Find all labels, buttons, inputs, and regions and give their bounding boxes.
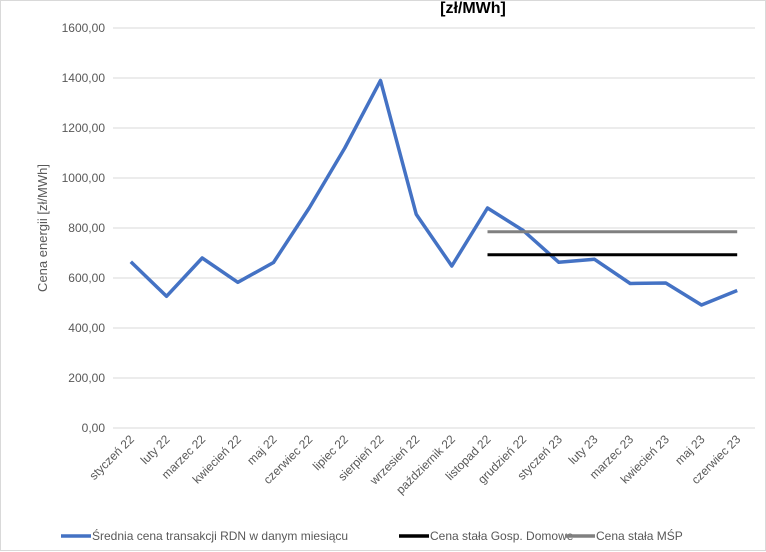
y-axis-ticks: 0,00 200,00 400,00 600,00 800,00 1000,00 1200,… xyxy=(62,21,106,435)
gridlines xyxy=(113,27,755,429)
y-tick-label: 600,00 xyxy=(68,271,105,285)
y-tick-label: 1400,00 xyxy=(62,71,106,85)
y-tick-label: 200,00 xyxy=(68,371,105,385)
y-tick-label: 1600,00 xyxy=(62,21,106,35)
x-tick-label: styczeń 22 xyxy=(86,432,137,483)
y-tick-label: 0,00 xyxy=(82,421,106,435)
chart-title: [zł/MWh] xyxy=(440,1,506,17)
y-axis-title: Cena energii [zł/MWh] xyxy=(35,164,50,292)
legend-label: Średnia cena transakcji RDN w danym mies… xyxy=(92,528,348,543)
legend-label: Cena stała MŚP xyxy=(596,528,683,543)
y-tick-label: 1200,00 xyxy=(62,121,106,135)
legend: Średnia cena transakcji RDN w danym mies… xyxy=(61,528,683,543)
y-tick-label: 400,00 xyxy=(68,321,105,335)
y-tick-label: 800,00 xyxy=(68,221,105,235)
series-lines xyxy=(129,78,738,307)
legend-label: Cena stała Gosp. Domowe xyxy=(430,529,574,543)
y-tick-label: 1000,00 xyxy=(62,171,106,185)
series-line xyxy=(129,78,738,307)
